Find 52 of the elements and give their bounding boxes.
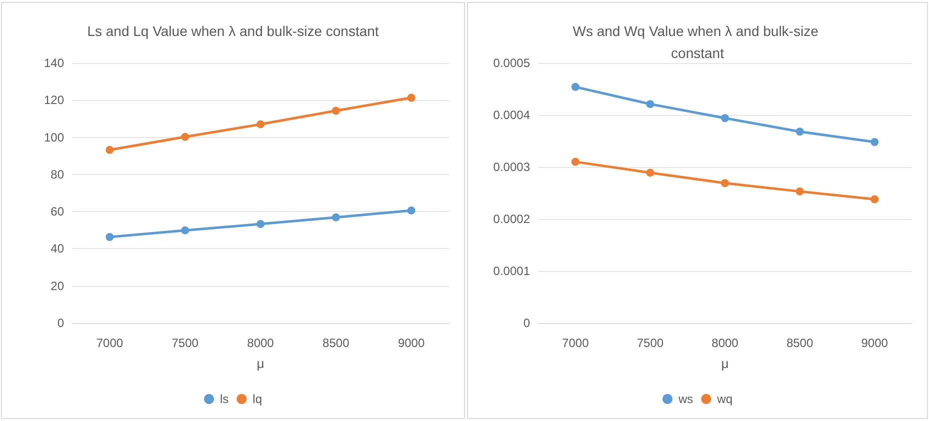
y-tick-label: 120 (44, 93, 64, 108)
point (332, 106, 340, 115)
chart-title: Ls and Lq Value when λ and bulk-size constant (87, 23, 379, 39)
x-tick-label: 8500 (322, 336, 350, 350)
point (106, 233, 114, 242)
y-tick-label: 140 (44, 56, 64, 70)
point (256, 220, 264, 228)
x-tick-label: 8000 (712, 336, 739, 350)
legend-label: ls (220, 392, 229, 406)
y-tick-label: 20 (50, 278, 64, 293)
legend-label: ws (677, 392, 694, 406)
y-tick-label: 0 (57, 316, 64, 330)
point (796, 187, 804, 196)
point (721, 114, 729, 122)
y-tick-label: 40 (50, 242, 64, 256)
y-tick-label: 60 (50, 204, 64, 219)
x-tick-label: 7000 (562, 336, 590, 350)
y-tick-label: 0.0005 (493, 56, 530, 70)
point (646, 100, 654, 108)
point (646, 168, 654, 177)
y-tick-label: 100 (44, 130, 64, 144)
y-tick-label: 0.0001 (493, 264, 530, 278)
legend-label: wq (716, 392, 733, 406)
x-tick-label: 8500 (786, 336, 814, 350)
x-tick-label: 9000 (861, 336, 888, 350)
legend-label: lq (252, 392, 262, 406)
point (870, 195, 879, 204)
point (571, 82, 580, 91)
x-axis-title: μ (721, 356, 729, 371)
point (181, 132, 190, 141)
point (407, 206, 416, 214)
point (721, 179, 729, 188)
y-tick-label: 0.0003 (493, 160, 530, 174)
x-tick-label: 8000 (247, 336, 274, 350)
point (256, 120, 264, 128)
point (407, 94, 416, 102)
y-tick-label: 0 (523, 316, 530, 330)
y-tick-label: 80 (50, 167, 64, 182)
y-tick-label: 0.0002 (493, 212, 530, 226)
point (332, 213, 340, 222)
y-tick-label: 0.0004 (493, 108, 530, 122)
point (870, 138, 879, 146)
x-tick-label: 7500 (636, 336, 664, 350)
point (571, 158, 580, 166)
x-tick-label: 7000 (96, 336, 124, 350)
x-tick-label: 7500 (172, 336, 199, 350)
point (106, 146, 114, 154)
chart-title: Ws and Wq Value when λ and bulk-size constant (572, 23, 822, 61)
point (181, 226, 190, 234)
x-axis-title: μ (256, 356, 264, 371)
point (796, 128, 804, 136)
x-tick-label: 9000 (398, 336, 425, 350)
